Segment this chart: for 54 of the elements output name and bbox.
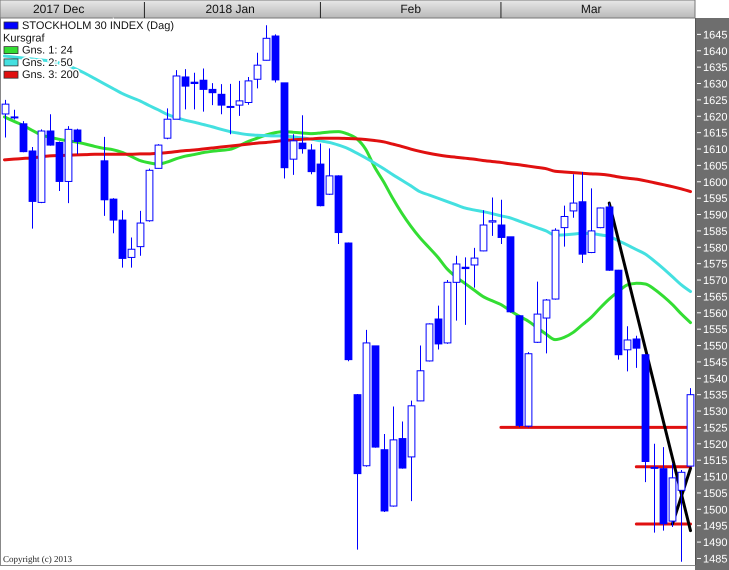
y-tick-label: 1640 [703,46,728,58]
y-tick-label: 1605 [703,160,728,172]
y-tick-label: 1625 [703,94,728,107]
y-tick-label: 1580 [703,242,728,254]
candlestick [226,83,234,135]
candlestick [2,99,10,138]
y-tick-label: 1550 [703,340,728,353]
candlestick [470,247,478,288]
y-tick-label: 1535 [703,390,728,402]
y-tick-label: 1600 [703,176,728,189]
y-tick-label: 1500 [703,504,728,516]
line-series [3,136,692,194]
y-tick-label: 1530 [703,406,728,418]
y-tick-label: 1630 [703,78,728,91]
y-tick-label: 1615 [703,128,728,140]
y-tick-label: 1495 [703,520,728,533]
y-tick-label: 1595 [703,193,728,206]
y-tick-label: 1645 [703,29,728,42]
y-tick-label: 1515 [703,455,728,468]
y-tick-label: 1545 [703,356,728,369]
candlestick [10,109,18,120]
y-tick-label: 1560 [703,308,728,320]
legend-label: Gns. 3: 200 [22,69,79,82]
y-tick-label: 1620 [703,111,728,124]
candlestick [218,84,226,115]
y-tick-label: 1540 [703,373,728,386]
legend-label: Gns. 1: 24 [22,44,73,57]
legend-label: STOCKHOLM 30 INDEX (Dag) [22,20,174,32]
x-tick-label: 2018 Jan [205,2,255,16]
y-tick-label: 1490 [703,537,728,550]
x-tick-label: Mar [580,2,602,16]
y-tick-label: 1520 [703,438,728,451]
y-tick-label: 1635 [703,62,728,74]
y-tick-label: 1555 [703,324,728,336]
y-tick-label: 1575 [703,258,728,271]
candlestick [154,144,162,170]
candlestick [136,210,144,256]
y-tick-label: 1610 [703,144,728,156]
y-tick-label: 1525 [703,422,728,434]
legend-title: Kursgraf [3,32,46,44]
y-tick-label: 1570 [703,275,728,288]
y-tick-label: 1590 [703,210,728,222]
y-tick-label: 1510 [703,472,728,484]
y-tick-label: 1565 [703,291,728,304]
y-tick-label: 1505 [703,488,728,500]
x-tick-label: 2017 Dec [32,2,84,16]
y-tick-label: 1585 [703,226,728,238]
y-tick-label: 1485 [703,553,728,566]
annotation: Copyright (c) 2013 [3,554,72,564]
candlestick [254,52,262,89]
line-series [608,202,692,532]
x-tick-label: Feb [400,2,422,16]
candlestick [488,196,496,236]
candlestick [560,205,568,248]
